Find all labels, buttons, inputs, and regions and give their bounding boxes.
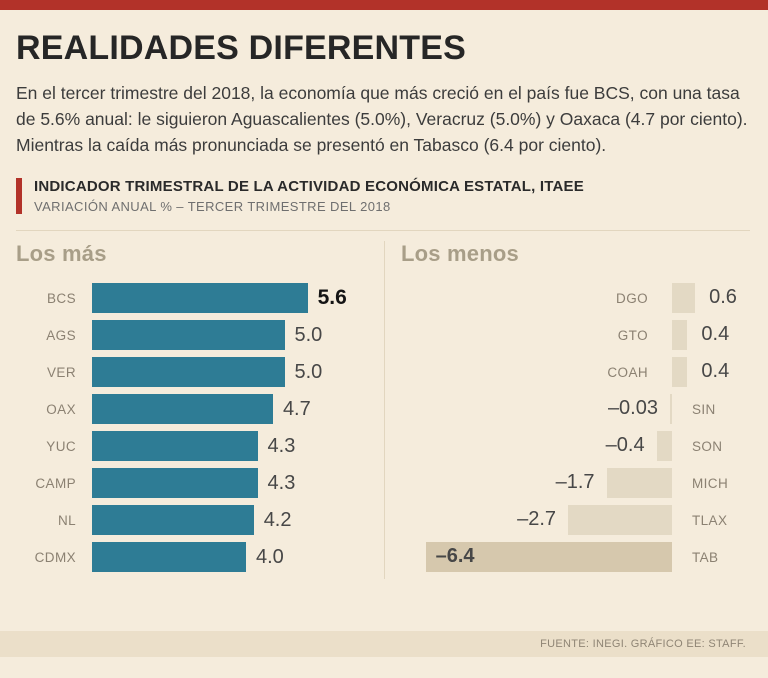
bar-row: –1.7 MICH — [401, 468, 750, 498]
bar — [425, 542, 672, 572]
intro-text: En el tercer trimestre del 2018, la econ… — [16, 83, 748, 155]
bar-category-label: AGS — [46, 327, 76, 343]
bar-row: YUC 4.3 — [16, 431, 374, 461]
los-menos-rows: 0.6 DGO 0.4 GTO 0.4 COAH –0.03 SIN –0.4 SON –1.7 MI… — [401, 283, 750, 572]
indicator-subtitle: VARIACIÓN ANUAL % – TERCER TRIMESTRE DEL… — [34, 199, 391, 214]
bar — [92, 320, 285, 350]
bar-value-label: 5.0 — [294, 323, 323, 346]
bar-row: VER 5.0 — [16, 357, 374, 387]
los-mas-rows: BCS 5.6 AGS 5.0 VER 5.0 OAX 4.7 YUC 4.3 CAMP 4.3 NL 4… — [16, 283, 374, 572]
bar — [606, 468, 672, 498]
bar-row: NL 4.2 — [16, 505, 374, 535]
bar-row: –2.7 TLAX — [401, 505, 750, 535]
bar-category-label: TAB — [692, 550, 719, 565]
bar-category-label: GTO — [617, 328, 648, 343]
bar-row: –0.03 SIN — [401, 394, 750, 424]
chart-title-los-mas: Los más — [16, 241, 107, 266]
chart-panel-los-mas: Los más BCS 5.6 AGS 5.0 VER 5.0 OAX 4.7 YUC 4.3 CA… — [16, 241, 384, 579]
bar-category-label: OAX — [46, 401, 76, 417]
bar — [672, 283, 696, 313]
bar-row: CAMP 4.3 — [16, 468, 374, 498]
bar-value-label: –2.7 — [517, 508, 557, 530]
bar-value-label: 4.7 — [282, 397, 311, 420]
bar-value-label: 0.6 — [709, 286, 737, 308]
bar-row: –0.4 SON — [401, 431, 750, 461]
bar-category-label: NL — [57, 512, 76, 528]
charts-section: Los más BCS 5.6 AGS 5.0 VER 5.0 OAX 4.7 YUC 4.3 CA… — [16, 230, 750, 579]
page-title: REALIDADES DIFERENTES — [16, 29, 467, 67]
bar-value-label: 4.0 — [256, 545, 284, 568]
bar-row: –6.4 TAB — [401, 542, 750, 572]
bar — [656, 431, 672, 461]
bar-row: 0.6 DGO — [401, 283, 750, 313]
bar-value-label: 5.0 — [294, 360, 323, 383]
bar-category-label: CAMP — [35, 475, 76, 491]
bar-row: AGS 5.0 — [16, 320, 374, 350]
bar-row: 0.4 COAH — [401, 357, 750, 387]
bar-value-label: –6.4 — [435, 545, 475, 567]
bar-category-label: DGO — [616, 291, 648, 306]
bar-value-label: –1.7 — [555, 471, 595, 493]
bar — [670, 394, 672, 424]
content-area: REALIDADES DIFERENTES En el tercer trime… — [0, 10, 768, 579]
bar-value-label: 4.3 — [267, 434, 296, 457]
bar-row: BCS 5.6 — [16, 283, 374, 313]
bar — [672, 320, 688, 350]
footer-source: FUENTE: INEGI. GRÁFICO EE: STAFF. — [540, 638, 746, 650]
bar-category-label: SON — [692, 439, 723, 454]
footer-bar: FUENTE: INEGI. GRÁFICO EE: STAFF. — [0, 631, 768, 657]
chart-panel-los-menos: Los menos 0.6 DGO 0.4 GTO 0.4 COAH –0.03 SIN –0.… — [384, 241, 750, 579]
bar — [672, 357, 688, 387]
bar-value-label: 4.3 — [267, 471, 296, 494]
bar — [92, 505, 254, 535]
bar-value-label: –0.03 — [607, 397, 658, 419]
bar-value-label: 5.6 — [317, 286, 347, 309]
bar-value-label: 4.2 — [263, 508, 292, 531]
bar-row: 0.4 GTO — [401, 320, 750, 350]
bar — [92, 357, 285, 387]
bar-value-label: 0.4 — [701, 360, 730, 382]
indicator-header: INDICADOR TRIMESTRAL DE LA ACTIVIDAD ECO… — [16, 178, 750, 214]
bar — [92, 542, 246, 572]
bar-value-label: –0.4 — [605, 434, 645, 456]
bar — [92, 283, 308, 313]
bar-category-label: BCS — [47, 290, 76, 306]
chart-title-los-menos: Los menos — [401, 241, 519, 266]
bar — [92, 431, 258, 461]
indicator-title: INDICADOR TRIMESTRAL DE LA ACTIVIDAD ECO… — [34, 178, 584, 195]
bar-category-label: MICH — [692, 476, 729, 491]
bar-category-label: YUC — [46, 438, 76, 454]
bar — [92, 468, 258, 498]
bar-row: OAX 4.7 — [16, 394, 374, 424]
bar-row: CDMX 4.0 — [16, 542, 374, 572]
bar-category-label: COAH — [607, 365, 648, 380]
bar — [92, 394, 273, 424]
top-red-accent-bar — [0, 0, 768, 10]
bar-category-label: CDMX — [34, 549, 76, 565]
bar-category-label: VER — [47, 364, 76, 380]
bar-category-label: SIN — [692, 402, 716, 417]
bar — [568, 505, 672, 535]
bar-category-label: TLAX — [692, 513, 728, 528]
bar-value-label: 0.4 — [701, 323, 730, 345]
